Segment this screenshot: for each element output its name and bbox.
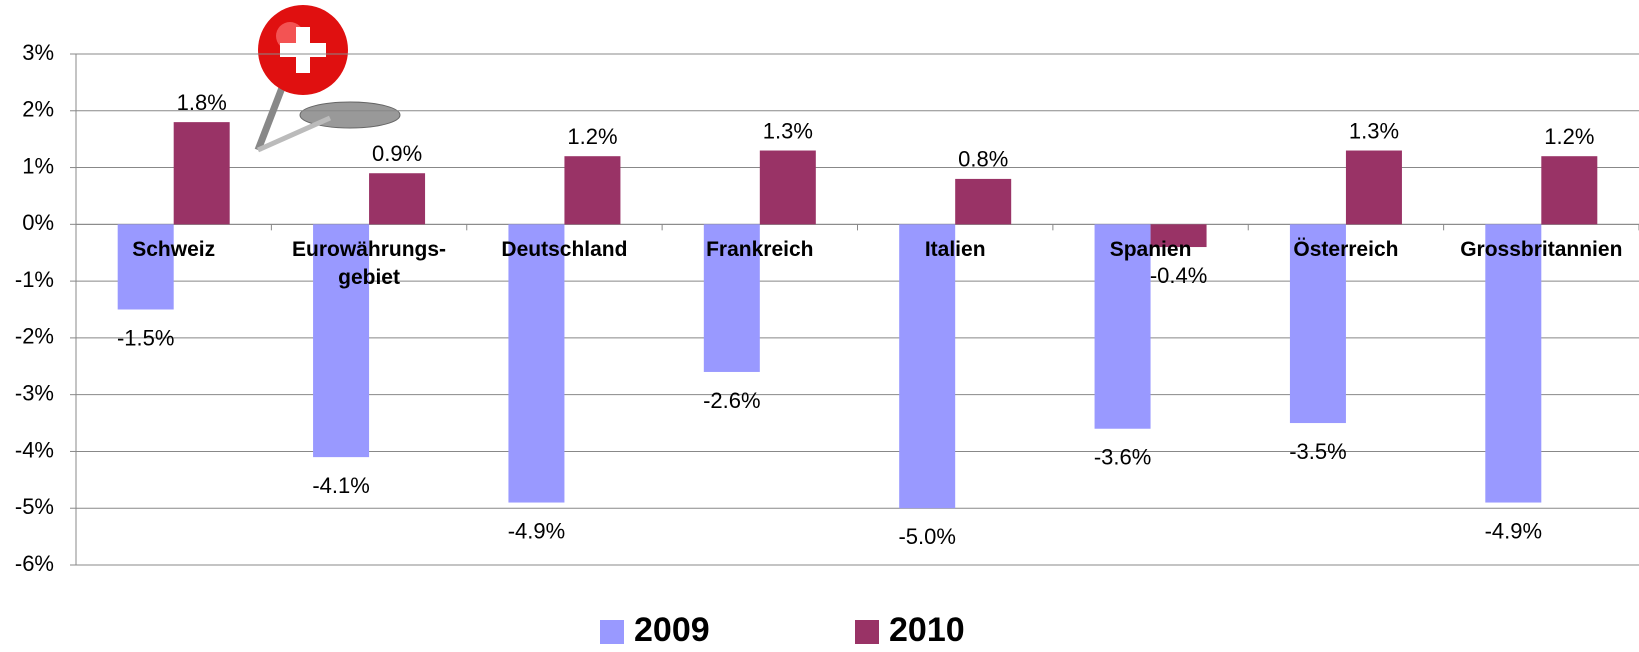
value-label: -3.6% [1094, 445, 1151, 470]
legend-swatch [855, 620, 879, 644]
value-label: 1.3% [1349, 118, 1399, 143]
legend-swatch [600, 620, 624, 644]
x-tick-label: Eurowährungs- gebiet [269, 236, 469, 292]
y-tick-label: 3% [22, 40, 54, 65]
value-label: 0.8% [958, 147, 1008, 172]
x-tick-label: Italien [855, 236, 1055, 264]
bar [174, 122, 230, 224]
y-tick-label: -3% [15, 380, 54, 405]
x-tick-label: Grossbritannien [1441, 236, 1639, 264]
x-tick-label: Spanien [1051, 236, 1251, 264]
value-label: 1.2% [567, 124, 617, 149]
bar [899, 224, 955, 508]
legend-label: 2010 [889, 611, 965, 649]
bar [760, 151, 816, 225]
y-tick-label: -1% [15, 267, 54, 292]
y-tick-label: -2% [15, 324, 54, 349]
value-label: 1.8% [177, 90, 227, 115]
y-tick-label: -5% [15, 494, 54, 519]
x-tick-label: Österreich [1246, 236, 1446, 264]
y-tick-label: -6% [15, 551, 54, 576]
x-tick-label: Frankreich [660, 236, 860, 264]
value-label: -5.0% [898, 524, 955, 549]
chart: -6% -5% -4% -3% -2% -1% 0% 1% 2% 3% -1.5% 1.8% -4.1%… [0, 0, 1639, 652]
bar [1346, 151, 1402, 225]
value-label: -3.5% [1289, 439, 1346, 464]
value-label: -4.1% [312, 473, 369, 498]
x-tick-label: Deutschland [464, 236, 664, 264]
value-label: 0.9% [372, 141, 422, 166]
y-tick-label: -4% [15, 437, 54, 462]
y-tick-label: 0% [22, 210, 54, 235]
value-label: -1.5% [117, 325, 174, 350]
value-label: -2.6% [703, 388, 760, 413]
bar [564, 156, 620, 224]
y-tick-label: 1% [22, 153, 54, 178]
bar [1485, 224, 1541, 502]
x-tick-label: Schweiz [74, 236, 274, 264]
value-label: 1.2% [1544, 124, 1594, 149]
value-label: -0.4% [1150, 263, 1207, 288]
bar [955, 179, 1011, 224]
legend-label: 2009 [634, 611, 710, 649]
swiss-pin [258, 5, 400, 150]
bar [1541, 156, 1597, 224]
page: -6% -5% -4% -3% -2% -1% 0% 1% 2% 3% -1.5% 1.8% -4.1%… [0, 0, 1639, 652]
value-label: -4.9% [508, 518, 565, 543]
y-tick-label: 2% [22, 97, 54, 122]
value-label: 1.3% [763, 118, 813, 143]
bar [369, 173, 425, 224]
bar [508, 224, 564, 502]
value-label: -4.9% [1485, 518, 1542, 543]
